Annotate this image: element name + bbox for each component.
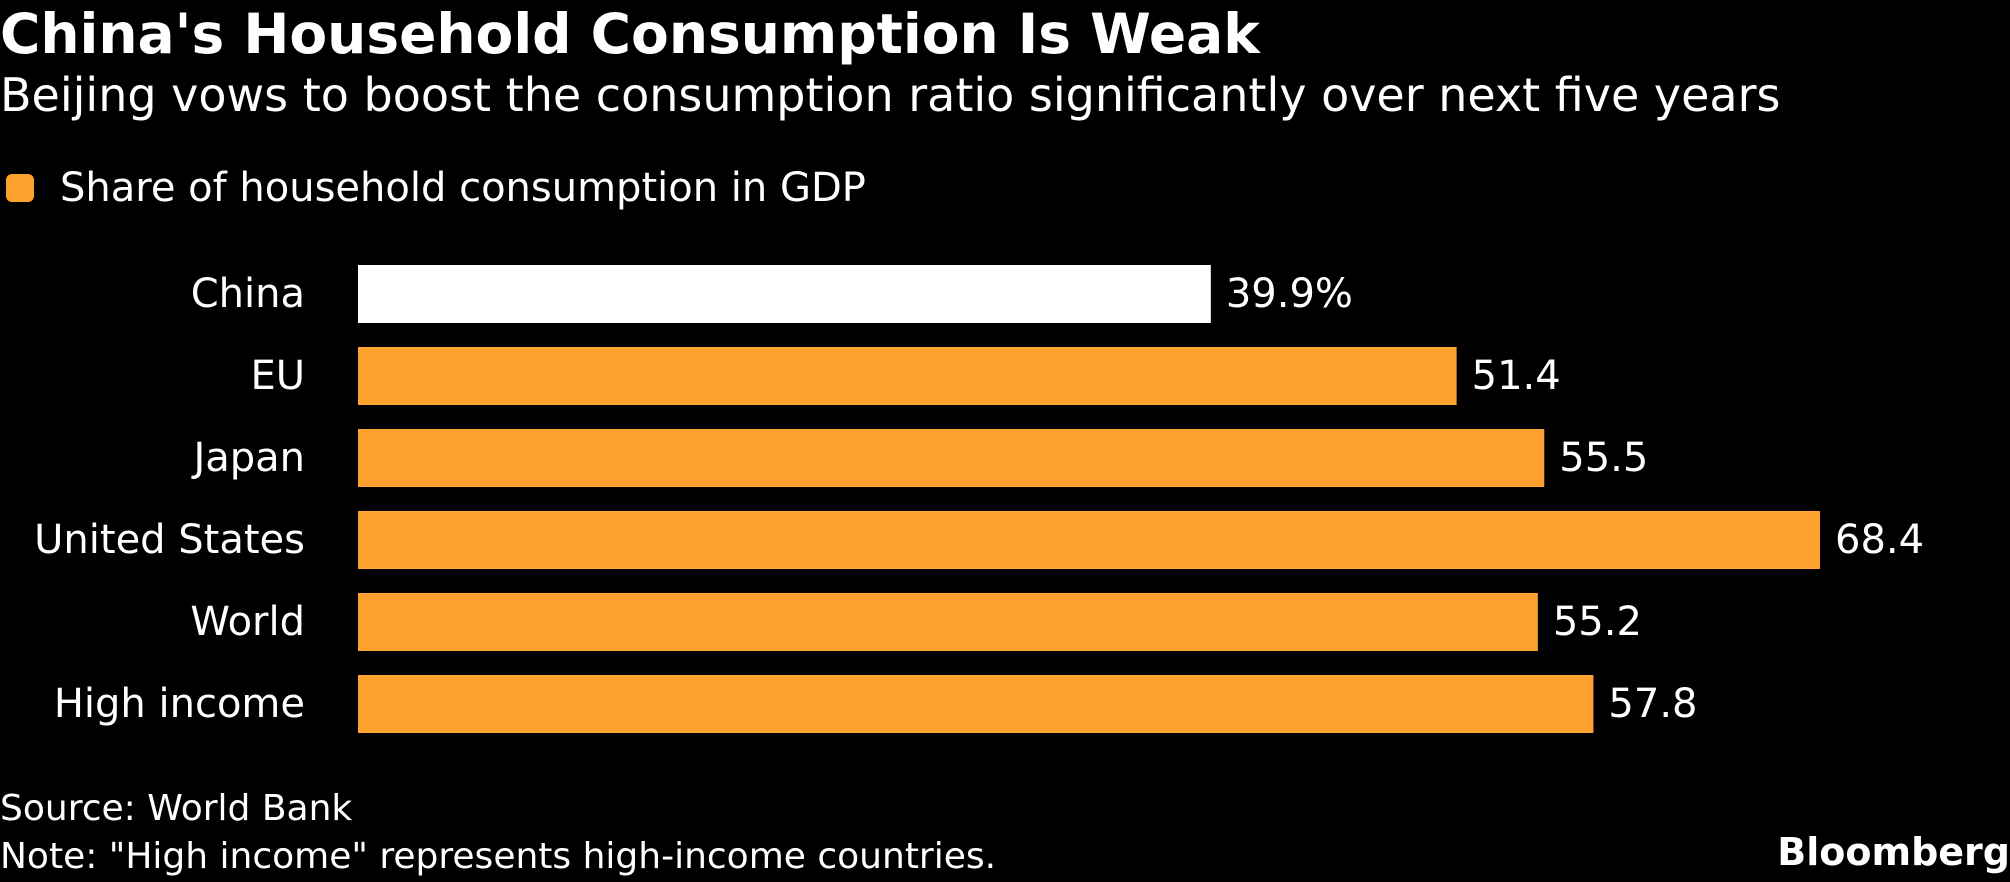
source-note: Source: World Bank bbox=[0, 788, 353, 829]
value-label-japan: 55.5 bbox=[1559, 435, 1648, 481]
bar-world bbox=[358, 593, 1538, 651]
bar-high-income bbox=[358, 675, 1594, 733]
legend-label: Share of household consumption in GDP bbox=[60, 165, 866, 211]
bar-united-states bbox=[358, 511, 1820, 569]
bloomberg-logo: Bloomberg bbox=[1777, 830, 2010, 874]
value-label-eu: 51.4 bbox=[1472, 353, 1561, 399]
bar-china bbox=[358, 265, 1211, 323]
chart-subtitle: Beijing vows to boost the consumption ra… bbox=[0, 68, 1781, 122]
bar-eu bbox=[358, 347, 1457, 405]
value-label-china: 39.9% bbox=[1226, 271, 1353, 317]
category-label-china: China bbox=[191, 271, 305, 317]
chart-title: China's Household Consumption Is Weak bbox=[0, 2, 1260, 66]
category-label-eu: EU bbox=[250, 353, 305, 399]
legend: Share of household consumption in GDP bbox=[6, 160, 866, 216]
value-label-high-income: 57.8 bbox=[1608, 681, 1697, 727]
category-label-high-income: High income bbox=[54, 681, 305, 727]
category-label-united-states: United States bbox=[34, 517, 305, 563]
bar-japan bbox=[358, 429, 1545, 487]
value-label-world: 55.2 bbox=[1553, 599, 1642, 645]
legend-swatch bbox=[6, 174, 34, 202]
category-label-japan: Japan bbox=[190, 435, 305, 481]
value-label-united-states: 68.4 bbox=[1835, 517, 1924, 563]
footnote: Note: "High income" represents high-inco… bbox=[0, 836, 997, 877]
category-label-world: World bbox=[190, 599, 305, 645]
